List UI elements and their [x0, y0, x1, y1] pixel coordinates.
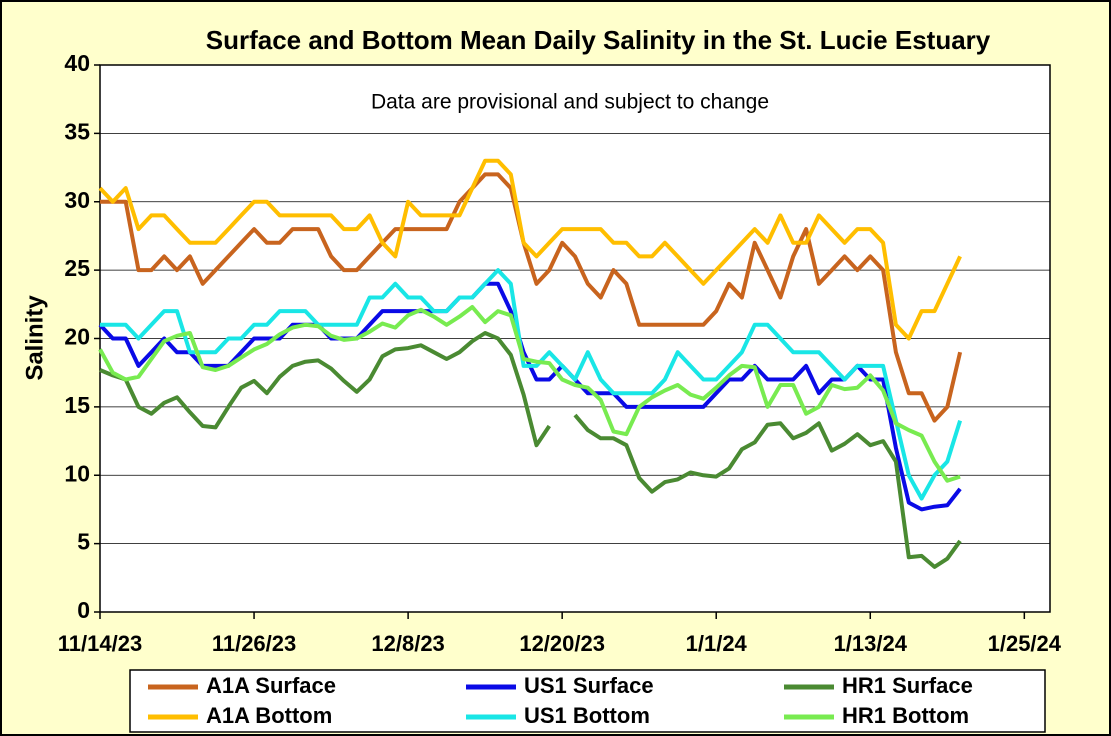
y-tick-label: 5	[77, 529, 90, 555]
y-tick-label: 25	[64, 255, 90, 281]
y-tick-label: 35	[64, 118, 90, 144]
legend-label: HR1 Surface	[842, 673, 973, 698]
y-tick-label: 30	[64, 187, 90, 213]
legend-label: US1 Surface	[524, 673, 654, 698]
y-tick-label: 40	[64, 50, 90, 76]
chart-title: Surface and Bottom Mean Daily Salinity i…	[206, 25, 991, 55]
series-line	[100, 268, 963, 501]
x-tick-label: 1/13/24	[834, 631, 908, 656]
legend-label: US1 Bottom	[524, 703, 650, 728]
x-tick-label: 1/25/24	[988, 631, 1062, 656]
series-line	[98, 158, 962, 341]
series-line	[98, 305, 961, 483]
x-tick-label: 1/1/24	[686, 631, 748, 656]
y-tick-label: 0	[77, 597, 90, 623]
y-tick-label: 20	[64, 324, 90, 350]
y-tick-label: 15	[64, 392, 90, 418]
x-tick-label: 12/20/23	[519, 631, 605, 656]
annotation: Data are provisional and subject to chan…	[371, 91, 769, 114]
legend-label: A1A Bottom	[206, 703, 332, 728]
x-tick-label: 12/8/23	[371, 631, 444, 656]
x-tick-label: 11/26/23	[212, 631, 296, 656]
y-axis-label: Salinity	[21, 295, 48, 381]
x-tick-label: 11/14/23	[58, 631, 142, 656]
series-line	[99, 331, 962, 569]
legend-label: HR1 Bottom	[842, 703, 969, 728]
y-tick-label: 10	[64, 460, 90, 486]
legend	[129, 669, 1046, 733]
legend-label: A1A Surface	[206, 673, 336, 698]
series-line	[100, 172, 963, 423]
